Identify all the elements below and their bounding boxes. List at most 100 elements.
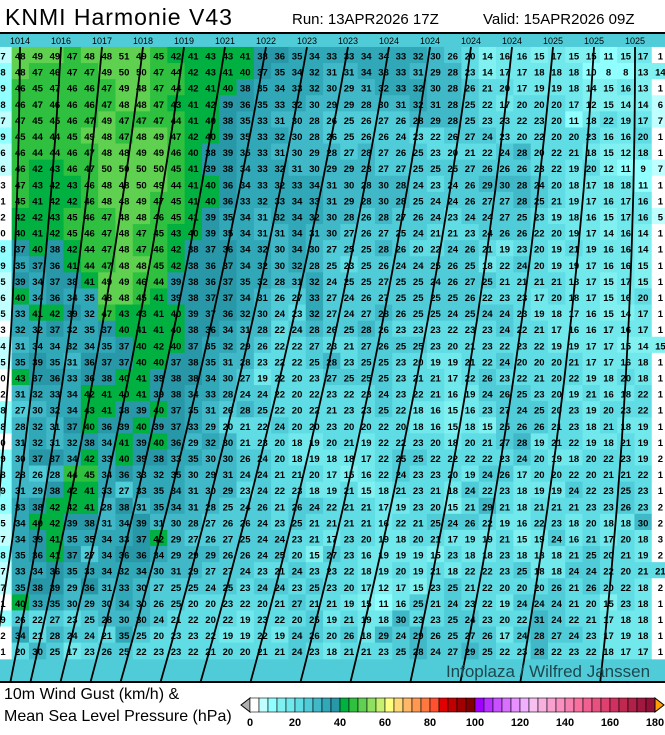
gust-cell <box>461 159 480 177</box>
gust-value: 41 <box>136 390 147 401</box>
gust-value: 33 <box>396 84 407 95</box>
gust-cell <box>426 465 445 483</box>
gust-cell <box>288 127 307 145</box>
gust-cell <box>374 127 393 145</box>
gust-value: 16 <box>621 293 632 304</box>
gust-cell <box>271 272 290 290</box>
gust-cell <box>28 336 47 354</box>
gust-value: 18 <box>621 180 632 191</box>
gust-value: 44 <box>171 180 182 191</box>
gust-value: 42 <box>50 196 61 207</box>
gust-cell <box>63 46 82 64</box>
gust-cell <box>271 240 290 257</box>
gust-value: 39 <box>67 518 78 529</box>
gust-cell <box>219 95 238 112</box>
gust-cell <box>599 417 618 434</box>
gust-value: 26 <box>32 470 43 481</box>
gust-value: 28 <box>188 518 199 529</box>
gust-cell <box>513 320 532 338</box>
gust-cell <box>634 497 653 515</box>
gust-value: 36 <box>223 196 234 207</box>
gust-value: 23 <box>396 390 407 401</box>
gust-value: 34 <box>67 390 78 401</box>
gust-value: 19 <box>499 599 510 610</box>
gust-cell <box>288 449 307 467</box>
gust-value: 24 <box>448 309 459 320</box>
gust-value: 37 <box>102 325 113 336</box>
gust-value: 22 <box>603 116 614 127</box>
gust-cell <box>150 352 168 370</box>
gust-cell <box>513 159 532 177</box>
gust-value: 25 <box>517 567 528 578</box>
gust-value: 25 <box>465 309 476 320</box>
gust-cell <box>271 111 290 129</box>
gust-cell <box>167 497 186 515</box>
gust-value: 28 <box>448 116 459 127</box>
gust-cell <box>63 143 82 161</box>
gust-value: 27 <box>499 438 510 449</box>
gust-cell <box>271 481 290 499</box>
gust-value: 25 <box>326 261 337 272</box>
gust-value: 24 <box>448 196 459 207</box>
gust-value: 18 <box>638 631 649 642</box>
gust-value: 29 <box>309 148 320 159</box>
gust-cell <box>409 175 428 193</box>
gust-value: 48 <box>102 52 113 63</box>
gust-value: 22 <box>326 502 337 513</box>
gust-value: 27 <box>188 535 199 546</box>
gust-value: 25 <box>448 583 459 594</box>
gust-value: 19 <box>396 502 407 513</box>
gust-value: 42 <box>205 100 216 111</box>
gust-value: 23 <box>292 309 303 320</box>
gust-value: 24 <box>551 535 562 546</box>
gust-cell <box>219 352 238 370</box>
gust-value: 26 <box>517 164 528 175</box>
gust-cell <box>582 288 601 306</box>
gust-value: 22 <box>638 470 649 481</box>
gust-value: 18 <box>517 502 528 513</box>
gust-cell <box>46 111 65 129</box>
gust-value: 46 <box>84 196 95 207</box>
gust-cell <box>547 143 566 161</box>
gust-cell <box>409 497 428 515</box>
gust-cell <box>98 175 117 193</box>
gust-value: 8 <box>0 245 5 256</box>
gust-cell <box>236 159 255 177</box>
gust-value: 25 <box>257 406 268 417</box>
gust-value: 14 <box>621 309 632 320</box>
gust-value: 18 <box>586 116 597 127</box>
gust-value: 22 <box>344 567 355 578</box>
gust-cell <box>98 207 117 225</box>
gust-cell <box>98 143 117 161</box>
gust-value: 28 <box>257 325 268 336</box>
gust-value: 15 <box>603 84 614 95</box>
gust-value: 23 <box>326 341 337 352</box>
gust-value: 25 <box>344 277 355 288</box>
gust-cell <box>98 46 117 64</box>
gust-cell <box>547 320 566 338</box>
gust-cell <box>409 352 428 370</box>
gust-value: 24 <box>499 148 510 159</box>
isobar-label: 1021 <box>215 36 235 46</box>
gust-value: 17 <box>361 454 372 465</box>
gust-cell <box>496 481 514 499</box>
gust-value: 2 <box>658 518 663 529</box>
gust-value: 1 <box>658 390 664 401</box>
gust-cell <box>444 401 463 418</box>
gust-value: 19 <box>569 229 580 240</box>
gust-value: 16 <box>621 84 632 95</box>
gust-cell <box>98 433 117 451</box>
gust-value: 27 <box>396 213 407 224</box>
gust-cell <box>80 240 99 257</box>
gust-value: 23 <box>275 518 286 529</box>
gust-value: 47 <box>136 245 147 256</box>
gust-value: 42 <box>84 454 95 465</box>
gust-value: 11 <box>379 599 390 610</box>
gust-value: 21 <box>171 615 182 626</box>
gust-cell <box>167 224 186 241</box>
gust-value: 39 <box>205 164 216 175</box>
gust-value: 24 <box>517 631 528 642</box>
gust-value: 25 <box>50 647 61 658</box>
gust-value: 24 <box>153 615 164 626</box>
gust-cell <box>496 46 514 64</box>
